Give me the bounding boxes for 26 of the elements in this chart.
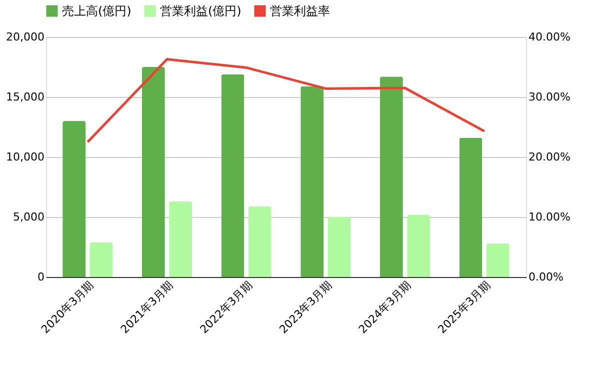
y2-tick-label: 10.00% (528, 210, 570, 224)
y2-tick-label: 0.00% (528, 270, 564, 284)
bar (221, 74, 244, 277)
y-tick-label: 20,000 (6, 30, 44, 44)
y-tick-label: 15,000 (6, 90, 44, 104)
legend-label: 営業利益率 (270, 4, 330, 18)
bar (90, 242, 113, 277)
line-series (86, 58, 486, 144)
y2-tick-label: 30.00% (528, 90, 570, 104)
bar (142, 67, 165, 277)
bar (459, 138, 482, 277)
bar (407, 214, 430, 277)
bar (62, 121, 86, 277)
bar (380, 76, 403, 277)
bar (486, 243, 510, 277)
bar (248, 206, 272, 277)
y-tick-label: 0 (38, 270, 44, 284)
bar (300, 86, 324, 277)
y2-tick-label: 40.00% (528, 30, 570, 44)
bar (328, 217, 351, 277)
legend-label: 売上高(億円) (62, 4, 132, 18)
y-tick-label: 10,000 (6, 150, 44, 164)
y-tick-label: 5,000 (13, 210, 44, 224)
legend-label: 営業利益(億円) (160, 4, 242, 18)
bar (169, 201, 192, 277)
y2-tick-label: 20.00% (528, 150, 570, 164)
